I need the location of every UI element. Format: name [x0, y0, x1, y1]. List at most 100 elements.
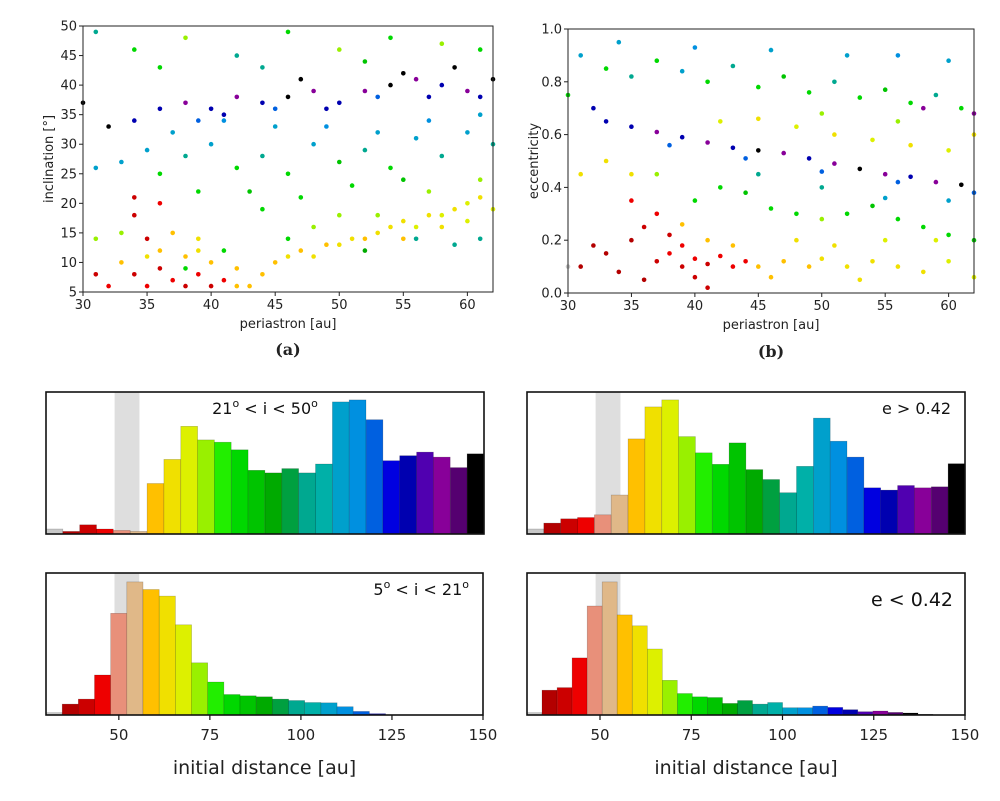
- scatter-point: [260, 100, 265, 106]
- scatter-point: [832, 79, 837, 85]
- scatter-point: [93, 236, 99, 242]
- scatter-point: [882, 237, 888, 243]
- degree-superscript: o: [232, 397, 239, 410]
- scatter-point: [401, 71, 406, 76]
- histogram-bar: [627, 438, 646, 535]
- histogram-bar: [239, 695, 257, 716]
- scatter-point: [93, 272, 99, 277]
- scatter-point: [477, 112, 483, 117]
- y-tick-label: 40: [60, 79, 77, 94]
- scatter-point: [183, 283, 188, 289]
- scatter-point: [298, 195, 304, 200]
- scatter-point: [959, 182, 964, 188]
- scatter-point: [247, 189, 252, 194]
- x-tick-label: 150: [469, 726, 498, 744]
- scatter-point: [234, 53, 240, 58]
- y-tick-label: 0.6: [541, 128, 562, 143]
- x-tick-label: 50: [590, 726, 609, 744]
- scatter-point: [465, 201, 470, 206]
- histogram-bar: [644, 406, 663, 535]
- scatter-point: [946, 232, 951, 238]
- histogram-panel-1: 21o < i < 50o: [45, 391, 485, 535]
- y-tick-label: 0.8: [541, 75, 562, 90]
- scatter-point: [730, 63, 736, 69]
- scatter-point: [844, 53, 850, 58]
- histogram-bar: [677, 693, 693, 716]
- scatter-point: [895, 216, 901, 222]
- histogram-bar: [158, 595, 176, 716]
- scatter-point: [857, 166, 863, 172]
- scatter-point: [616, 39, 622, 45]
- scatter-point: [756, 264, 761, 269]
- y-axis-label: eccentricity: [527, 123, 542, 199]
- histogram-bar: [586, 605, 603, 716]
- scatter-point: [895, 179, 901, 185]
- histogram-bar: [336, 706, 354, 716]
- scatter-point: [718, 119, 723, 124]
- scatter-point: [285, 94, 291, 100]
- histogram-bar: [813, 417, 831, 535]
- histogram-bar: [543, 522, 561, 535]
- scatter-point: [234, 283, 240, 289]
- x-tick-label: 150: [951, 726, 980, 744]
- scatter-point: [119, 230, 124, 236]
- x-tick-label: 35: [139, 298, 156, 313]
- scatter-point: [285, 171, 291, 177]
- scatter-point: [692, 256, 698, 262]
- scatter-point: [477, 195, 483, 200]
- scatter-point: [819, 256, 825, 262]
- scatter-point: [208, 106, 214, 112]
- histogram-bar: [399, 455, 417, 535]
- scatter-point: [629, 124, 634, 129]
- scatter-point: [629, 171, 634, 177]
- histogram-bar: [661, 399, 679, 535]
- scatter-point: [324, 242, 329, 247]
- scatter-point: [768, 206, 774, 211]
- histogram-bar: [416, 451, 434, 535]
- x-tick-label: 45: [267, 298, 284, 313]
- scatter-point: [806, 264, 812, 269]
- scatter-point: [208, 260, 214, 265]
- scatter-point: [285, 29, 291, 35]
- x-tick-label: 55: [877, 299, 894, 314]
- scatter-point: [959, 105, 964, 111]
- scatter-point: [196, 118, 201, 123]
- histogram-panel-2: e > 0.42: [526, 391, 966, 535]
- panel-label: (b): [758, 342, 784, 361]
- scatter-point: [921, 105, 926, 111]
- annotation-text: e < 0.42: [871, 589, 953, 611]
- scatter-point: [170, 277, 175, 283]
- degree-superscript: o: [384, 578, 391, 591]
- histogram-bar: [365, 419, 384, 535]
- scatter-point: [679, 134, 685, 140]
- scatter-point: [730, 243, 736, 248]
- histogram-bar: [846, 456, 865, 535]
- scatter-point: [170, 230, 175, 236]
- scatter-point: [756, 148, 761, 153]
- axes-frame: [526, 391, 966, 535]
- scatter-point: [413, 76, 419, 82]
- scatter-point: [144, 147, 150, 153]
- scatter-point: [439, 212, 445, 218]
- scatter-point: [375, 230, 381, 236]
- scatter-point: [311, 224, 316, 230]
- x-tick-label: 30: [75, 298, 92, 313]
- scatter-point: [285, 254, 291, 259]
- scatter-point: [452, 242, 457, 247]
- scatter-point: [819, 169, 825, 174]
- scatter-point: [477, 47, 483, 52]
- scatter-point: [465, 130, 470, 135]
- scatter-point: [388, 224, 393, 230]
- scatter-point: [641, 277, 647, 283]
- scatter-point: [578, 53, 583, 58]
- x-tick-label: 125: [378, 726, 407, 744]
- scatter-point: [388, 165, 393, 171]
- scatter-point: [933, 237, 939, 243]
- histogram-bar: [779, 492, 797, 535]
- scatter-point: [362, 147, 368, 153]
- scatter-point: [439, 153, 445, 159]
- y-tick-label: 10: [60, 256, 77, 271]
- scatter-point: [221, 277, 227, 283]
- scatter-point: [311, 88, 316, 94]
